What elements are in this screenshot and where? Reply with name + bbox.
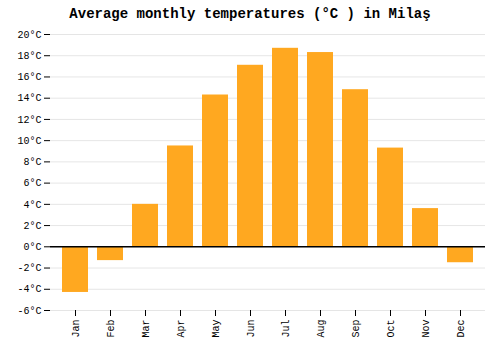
- svg-text:0°C: 0°C: [23, 242, 41, 253]
- svg-text:May: May: [211, 320, 222, 338]
- svg-text:-4°C: -4°C: [17, 284, 41, 295]
- svg-text:18°C: 18°C: [17, 51, 41, 62]
- svg-text:Mar: Mar: [141, 320, 152, 338]
- svg-text:Oct: Oct: [386, 320, 397, 338]
- svg-text:Nov: Nov: [421, 320, 432, 338]
- html-text:Average monthly temperatures (: Average monthly temperatures (°C ) in Mi…: [69, 6, 431, 22]
- svg-text:Jul: Jul: [281, 320, 292, 338]
- svg-text:-2°C: -2°C: [17, 263, 41, 274]
- svg-text:Apr: Apr: [176, 320, 187, 338]
- svg-text:8°C: 8°C: [23, 157, 41, 168]
- svg-text:4°C: 4°C: [23, 200, 41, 211]
- svg-text:Dec: Dec: [456, 320, 467, 338]
- svg-text:10°C: 10°C: [17, 136, 41, 147]
- svg-text:-6°C: -6°C: [17, 306, 41, 317]
- svg-text:Sep: Sep: [351, 320, 362, 338]
- svg-text:12°C: 12°C: [17, 115, 41, 126]
- svg-text:Aug: Aug: [316, 320, 327, 338]
- svg-text:6°C: 6°C: [23, 178, 41, 189]
- svg-text:14°C: 14°C: [17, 93, 41, 104]
- svg-text:2°C: 2°C: [23, 221, 41, 232]
- svg-text:Jan: Jan: [71, 320, 82, 338]
- svg-text:Jun: Jun: [246, 320, 257, 338]
- svg-text:16°C: 16°C: [17, 72, 41, 83]
- svg-text:20°C: 20°C: [17, 30, 41, 41]
- svg-text:Feb: Feb: [106, 320, 117, 338]
